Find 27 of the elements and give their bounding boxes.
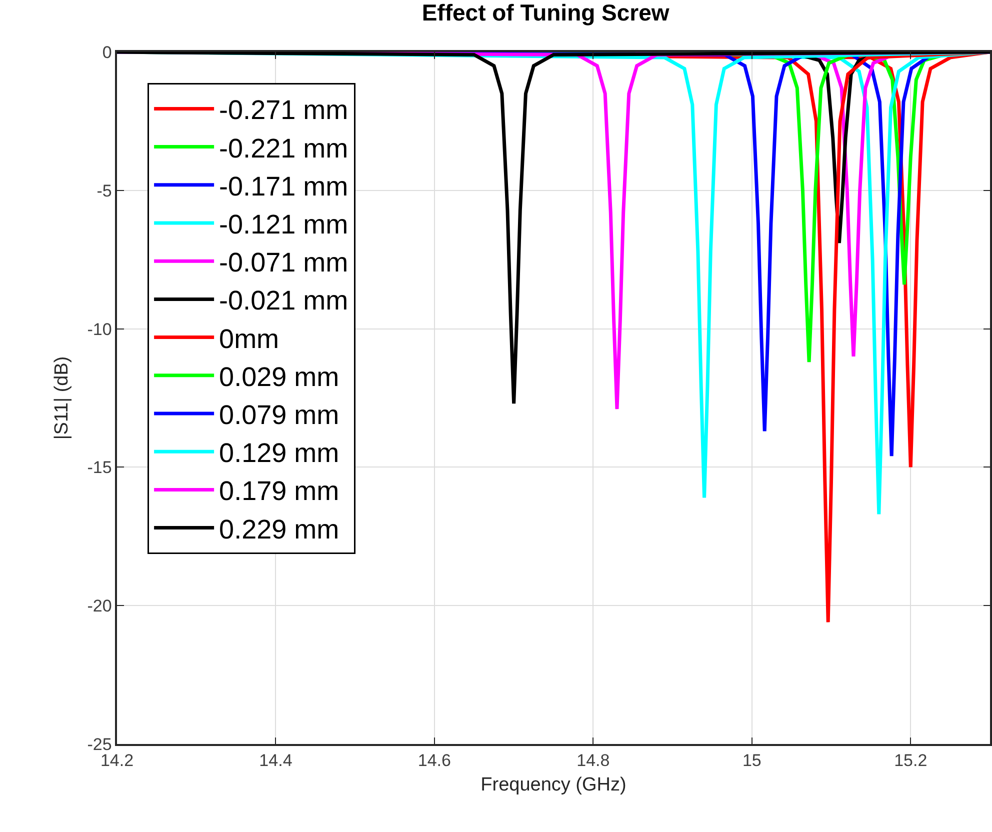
legend-label: -0.171 mm (219, 171, 348, 202)
y-tick-label: 0 (102, 42, 112, 62)
legend-label: -0.271 mm (219, 95, 348, 126)
y-tick-label: -15 (87, 458, 112, 478)
x-tick-label: 15.2 (894, 751, 928, 770)
chart-title: Effect of Tuning Screw (422, 0, 670, 26)
legend-label: -0.121 mm (219, 210, 348, 240)
legend-label: 0.229 mm (219, 514, 340, 544)
legend-label: 0.029 mm (219, 362, 340, 392)
legend-label: -0.221 mm (219, 133, 348, 164)
legend-label: -0.071 mm (219, 248, 348, 278)
legend-label: 0mm (219, 324, 280, 354)
x-tick-label: 14.2 (100, 751, 134, 770)
legend-label: 0.179 mm (219, 476, 340, 506)
legend-label: 0.079 mm (219, 400, 340, 430)
x-tick-label: 14.4 (259, 751, 292, 770)
legend-label: 0.129 mm (219, 438, 340, 468)
x-tick-label: 15 (742, 751, 762, 770)
y-tick-label: -25 (87, 734, 112, 754)
legend-label: -0.021 mm (219, 286, 348, 316)
x-axis-title: Frequency (GHz) (480, 774, 626, 796)
x-tick-label: 14.8 (576, 751, 610, 770)
y-tick-label: -10 (87, 320, 112, 339)
y-axis-title: |S11| (dB) (52, 356, 73, 440)
y-tick-label: -5 (96, 181, 112, 200)
x-tick-label: 14.6 (418, 751, 451, 770)
y-tick-label: -20 (87, 596, 112, 616)
